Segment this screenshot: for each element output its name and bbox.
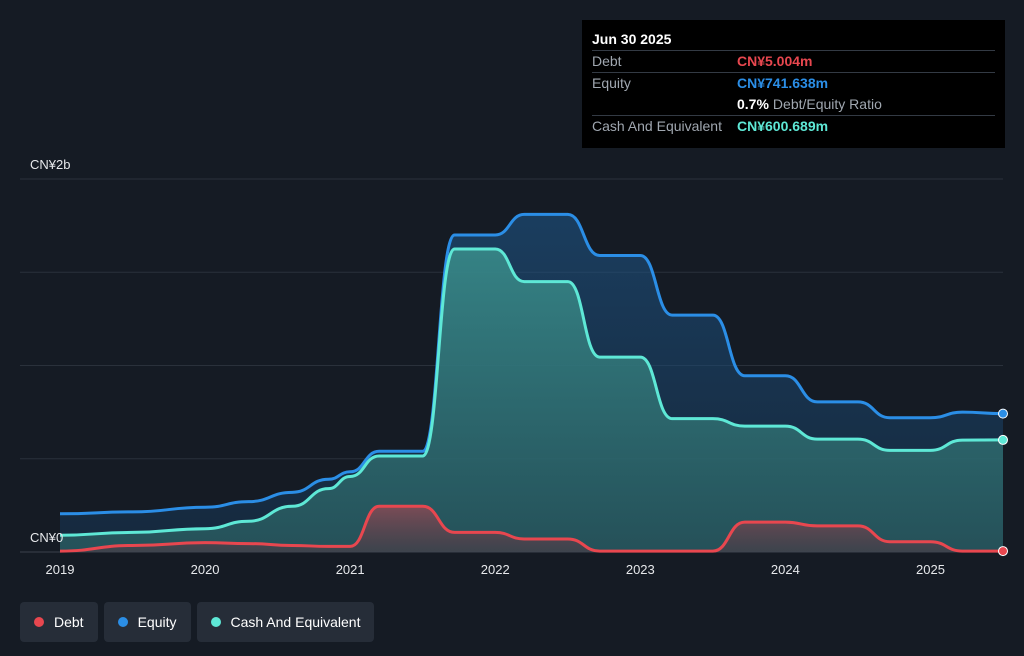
tooltip-label: Equity [592, 75, 631, 91]
tooltip-row-cash: Cash And Equivalent CN¥600.689m [592, 115, 995, 137]
tooltip-value-cash: CN¥600.689m [737, 118, 829, 134]
x-tick-label: 2019 [46, 562, 75, 577]
cash-and-equivalent-endpoint [998, 434, 1008, 445]
debt-area [60, 506, 1003, 552]
series-lines [59, 212, 1004, 553]
tooltip-label: Debt [592, 53, 622, 69]
tooltip-row-debt: Debt CN¥5.004m [592, 50, 995, 72]
y-axis-labels: CN¥2b CN¥0 [30, 157, 70, 545]
x-tick-label: 2020 [191, 562, 220, 577]
cash-and-equivalent-area [60, 248, 1003, 552]
equity-dot-icon [117, 617, 128, 627]
tooltip-value-equity: CN¥741.638m [737, 75, 829, 91]
chart-legend: Debt Equity Cash And Equivalent [20, 602, 375, 642]
cash-and-equivalent-line [59, 247, 1004, 537]
tooltip-row-ratio: 0.7% Debt/Equity Ratio [592, 94, 995, 115]
legend-label-equity: Equity [137, 614, 177, 630]
x-tick-label: 2025 [916, 562, 945, 577]
data-tooltip: Jun 30 2025 Debt CN¥5.004m Equity CN¥741… [582, 20, 1005, 148]
series-areas [60, 214, 1003, 552]
tooltip-ratio-caption: Debt/Equity Ratio [772, 96, 882, 112]
debt-dot-icon [34, 617, 44, 627]
series-endpoints [998, 408, 1008, 557]
cash-dot-icon [210, 617, 221, 627]
y-tick-label: CN¥2b [30, 157, 70, 172]
tooltip-value-debt: CN¥5.004m [737, 53, 813, 69]
y-tick-label: CN¥0 [30, 530, 63, 545]
legend-item-cash[interactable]: Cash And Equivalent [196, 602, 375, 642]
legend-label-debt: Debt [54, 614, 84, 630]
legend-item-debt[interactable]: Debt [20, 602, 98, 642]
tooltip-label [592, 94, 737, 115]
debt-endpoint [998, 546, 1008, 557]
equity-line [59, 212, 1004, 516]
tooltip-value-ratio: 0.7% [737, 96, 769, 112]
equity-endpoint [998, 408, 1008, 419]
x-axis-labels: 2019 2020 2021 2022 2023 2024 2025 [46, 562, 945, 577]
legend-label-cash: Cash And Equivalent [230, 614, 361, 630]
x-tick-label: 2024 [771, 562, 800, 577]
x-tick-label: 2021 [336, 562, 365, 577]
x-tick-label: 2022 [481, 562, 510, 577]
legend-item-equity[interactable]: Equity [103, 602, 191, 642]
x-tick-label: 2023 [626, 562, 655, 577]
tooltip-date: Jun 30 2025 [592, 31, 672, 47]
debt-line [59, 504, 1003, 553]
tooltip-label: Cash And Equivalent [592, 118, 722, 134]
tooltip-row-equity: Equity CN¥741.638m [592, 72, 995, 94]
